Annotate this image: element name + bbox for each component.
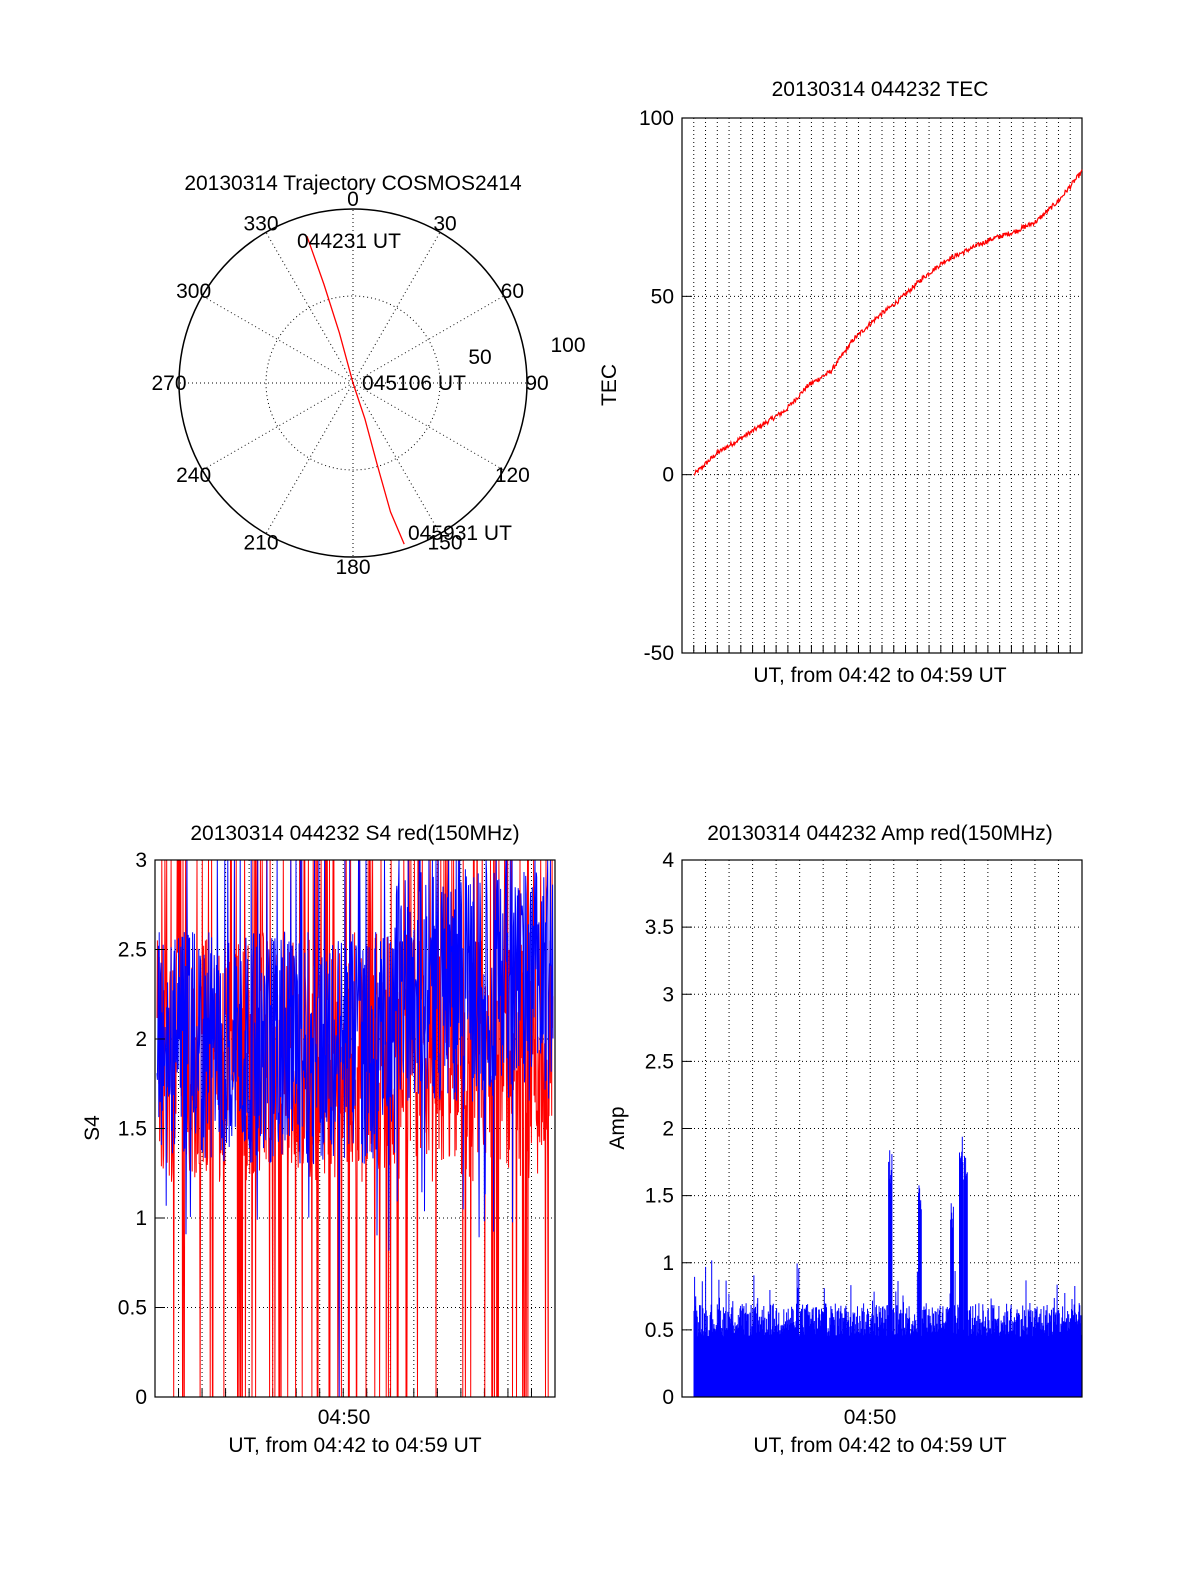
amp-xtick-label: 04:50 [844, 1406, 897, 1429]
polar-angle-label: 330 [243, 213, 278, 236]
amp-ylabel: Amp [606, 1106, 629, 1149]
tec-ytick-label: -50 [644, 642, 674, 665]
polar-spoke-240 [202, 382, 354, 471]
tec-series-line [693, 169, 1083, 476]
amp-ytick-label: 2 [662, 1118, 674, 1141]
amp-chart: 20130314 044232 Amp red(150MHz) 4 3.5 3 2.5… [606, 822, 1083, 1457]
s4-ytick-label: 2 [135, 1028, 147, 1051]
polar-chart: 20130314 Trajectory COSMOS2414 0 30 60 90 12… [151, 172, 585, 579]
polar-outer-circle [178, 208, 528, 558]
tec-frame [681, 117, 1083, 654]
s4-xtick-label: 04:50 [318, 1406, 371, 1429]
polar-angle-label: 90 [525, 372, 548, 395]
polar-angle-label: 30 [433, 213, 456, 236]
polar-radial-tick-50: 50 [468, 346, 491, 369]
tec-ytick-label: 50 [651, 285, 674, 308]
polar-spoke-330 [265, 232, 354, 384]
amp-ytick-label: 3 [662, 983, 674, 1006]
tec-ylabel: TEC [598, 364, 621, 406]
polar-spoke-60 [352, 295, 504, 384]
polar-spoke-210 [265, 382, 354, 534]
amp-ytick-label: 2.5 [645, 1050, 674, 1073]
polar-spoke-300 [202, 295, 354, 384]
amp-ytick-label: 0.5 [645, 1319, 674, 1342]
s4-xlabel: UT, from 04:42 to 04:59 UT [228, 1434, 481, 1457]
polar-angle-label: 60 [501, 280, 524, 303]
polar-title: 20130314 Trajectory COSMOS2414 [184, 172, 522, 195]
s4-ytick-label: 2.5 [118, 939, 147, 962]
s4-red-series [156, 859, 554, 1398]
amp-ytick-label: 1.5 [645, 1185, 674, 1208]
tec-ytick-label: 100 [639, 107, 674, 130]
s4-ytick-label: 0 [135, 1386, 147, 1409]
polar-spoke-120 [352, 382, 504, 471]
amp-ytick-label: 0 [662, 1386, 674, 1409]
s4-blue-series [156, 859, 554, 1398]
polar-trajectory-line [306, 235, 405, 545]
polar-angle-label: 180 [335, 556, 370, 579]
polar-angle-label: 270 [151, 372, 186, 395]
amp-ytick-label: 1 [662, 1252, 674, 1275]
s4-ylabel: S4 [81, 1115, 104, 1141]
amp-ytick-label: 4 [662, 849, 674, 872]
polar-spoke-30 [352, 232, 441, 384]
polar-start-time: 044231 UT [297, 230, 401, 253]
polar-angle-label: 0 [347, 188, 359, 211]
s4-ytick-label: 1 [135, 1207, 147, 1230]
amp-series [693, 1136, 1083, 1397]
s4-ytick-label: 0.5 [118, 1297, 147, 1320]
polar-inner-circle [265, 295, 441, 471]
tec-title: 20130314 044232 TEC [772, 78, 989, 101]
amp-ytick-label: 3.5 [645, 916, 674, 939]
polar-angle-label: 210 [243, 531, 278, 554]
amp-xlabel: UT, from 04:42 to 04:59 UT [753, 1434, 1006, 1457]
polar-angle-label: 300 [176, 280, 211, 303]
polar-angle-label: 150 [427, 531, 462, 554]
s4-ytick-label: 1.5 [118, 1118, 147, 1141]
s4-chart: 20130314 044232 S4 red(150MHz) 3 2.5 2 1.5 1… [81, 822, 556, 1457]
polar-angle-label: 120 [495, 464, 530, 487]
polar-end-time: 045931 UT [408, 522, 512, 545]
polar-spoke-150 [352, 382, 441, 534]
polar-radial-tick-100: 100 [550, 334, 585, 357]
polar-center-time: 045106 UT [362, 372, 466, 395]
tec-xlabel: UT, from 04:42 to 04:59 UT [753, 664, 1006, 687]
amp-title: 20130314 044232 Amp red(150MHz) [707, 822, 1053, 845]
tec-chart: 20130314 044232 TEC 100 50 0 -50 UT, from 0… [598, 78, 1083, 687]
s4-title: 20130314 044232 S4 red(150MHz) [190, 822, 519, 845]
tec-ytick-label: 0 [662, 464, 674, 487]
polar-angle-label: 240 [176, 464, 211, 487]
s4-ytick-label: 3 [135, 849, 147, 872]
